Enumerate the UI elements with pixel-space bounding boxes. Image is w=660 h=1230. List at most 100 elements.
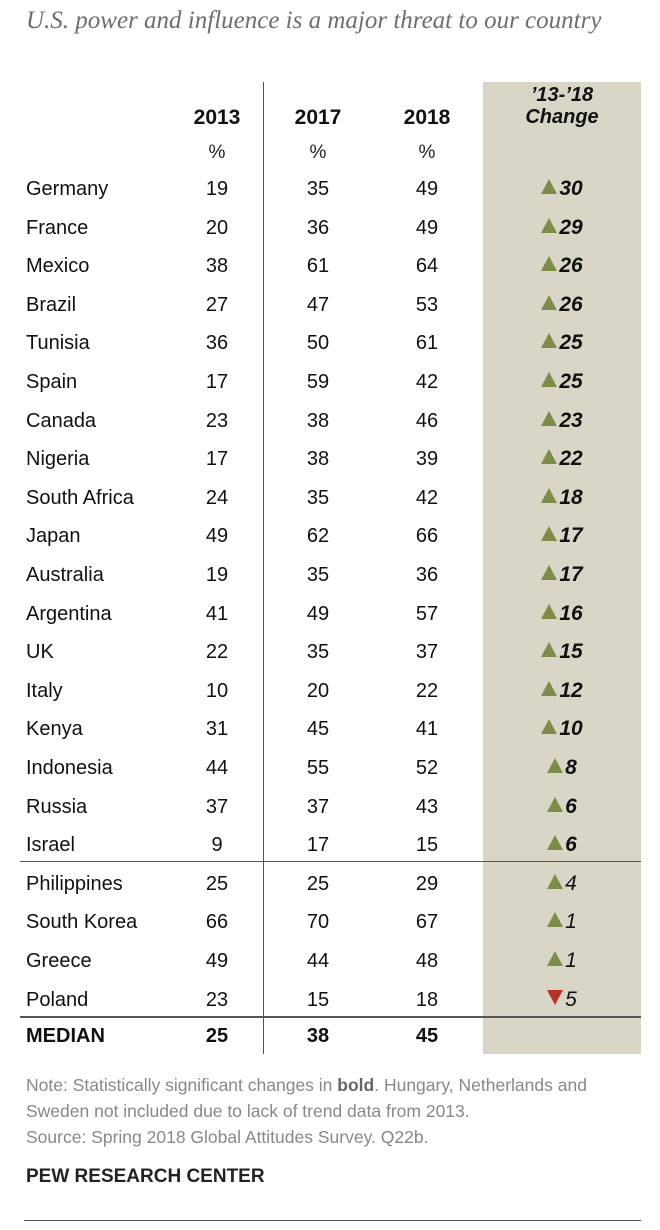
change-number: 16 [559,601,583,625]
change-value: 18 [483,479,641,517]
table-row: Germany 19 35 49 30 [0,170,660,208]
change-value: 4 [483,865,641,903]
value-2013: 36 [205,332,229,355]
median-2013: 25 [205,1025,229,1047]
change-value: 25 [483,363,641,401]
value-2013: 25 [205,872,229,895]
value-2013: 17 [205,448,229,471]
change-number: 22 [559,447,583,471]
up-triangle-icon [541,719,558,735]
table-row: South Korea 66 70 67 1 [0,903,660,941]
value-2013: 10 [205,679,229,702]
change-number: 25 [559,331,583,355]
value-2017: 36 [306,216,330,239]
table-row: Kenya 31 45 41 10 [0,710,660,748]
pew-logo-text: PEW RESEARCH CENTER [26,1166,265,1187]
value-2018: 43 [415,795,439,818]
country-label: Philippines [26,872,123,895]
value-2017: 17 [306,834,330,857]
country-label: Canada [26,409,97,432]
change-value: 8 [483,749,641,787]
value-2018: 57 [415,602,439,625]
note-bold: bold [337,1075,375,1095]
table-row: Canada 23 38 46 23 [0,402,660,440]
change-value: 6 [483,788,641,826]
value-2018: 18 [415,988,439,1011]
change-column-background [483,82,641,1054]
table-row: Nigeria 17 38 39 22 [0,440,660,478]
header-2018: 2018 [403,106,451,129]
value-2013: 66 [205,911,229,934]
value-2013: 22 [205,641,229,664]
value-2017: 50 [306,332,330,355]
up-triangle-icon [541,333,558,349]
up-triangle-icon [547,951,564,966]
country-label: South Africa [26,486,134,509]
up-triangle-icon [541,526,558,542]
up-triangle-icon [541,449,558,465]
change-value: 17 [483,556,641,594]
change-number: 17 [559,563,583,586]
value-2017: 35 [306,178,330,200]
value-2013: 37 [205,795,229,818]
change-number: 1 [565,910,577,934]
change-number: 30 [559,177,583,200]
country-label: Kenya [26,718,83,741]
value-2013: 19 [205,178,229,200]
change-number: 10 [559,717,583,741]
up-triangle-icon [541,217,558,233]
change-value: 29 [483,209,641,247]
up-triangle-icon [547,796,564,812]
table-row: Poland 23 15 18 5 [0,981,660,1019]
change-value: 17 [483,517,641,555]
value-2017: 62 [306,525,330,548]
table-row: Argentina 41 49 57 16 [0,595,660,633]
up-triangle-icon [541,294,558,310]
country-label: Nigeria [26,448,90,471]
unit-2017: % [309,142,327,163]
value-2013: 31 [205,718,229,741]
country-label: Germany [26,178,109,200]
change-number: 18 [559,485,583,509]
country-label: Indonesia [26,757,113,779]
value-2013: 24 [205,486,229,509]
value-2018: 64 [415,255,439,278]
value-2018: 66 [415,525,439,548]
change-value: 10 [483,710,641,748]
median-row: MEDIAN 25 38 45 [0,1017,660,1055]
value-2017: 35 [306,641,330,664]
country-label: Mexico [26,255,90,278]
value-2017: 35 [306,564,330,586]
header-change-years: ’13-’18 [530,84,594,106]
up-triangle-icon [547,873,564,889]
value-2017: 25 [306,872,330,895]
up-triangle-icon [541,487,558,503]
up-triangle-icon [547,912,564,928]
value-2013: 20 [205,216,229,239]
value-2017: 44 [306,950,330,972]
table-row: Israel 9 17 15 6 [0,826,660,864]
change-number: 15 [559,640,583,664]
value-2018: 67 [415,911,439,934]
value-2017: 59 [306,371,330,393]
table-row: UK 22 35 37 15 [0,633,660,671]
median-2017: 38 [306,1025,330,1047]
up-triangle-icon [541,410,558,426]
header-change: ’13-’18 Change [483,84,641,128]
unit-2018: % [418,142,436,163]
value-2018: 42 [415,486,439,509]
change-number: 25 [559,370,583,393]
table-row: France 20 36 49 29 [0,209,660,247]
value-2017: 70 [306,911,330,934]
value-2017: 61 [306,255,330,278]
value-2013: 27 [205,293,229,316]
change-value: 1 [483,942,641,980]
change-value: 30 [483,170,641,208]
change-value: 5 [483,981,641,1019]
change-value: 16 [483,595,641,633]
value-2013: 44 [205,757,229,779]
change-number: 26 [559,292,583,316]
value-2013: 19 [205,564,229,586]
country-label: Israel [26,834,75,857]
value-2018: 15 [415,834,439,857]
